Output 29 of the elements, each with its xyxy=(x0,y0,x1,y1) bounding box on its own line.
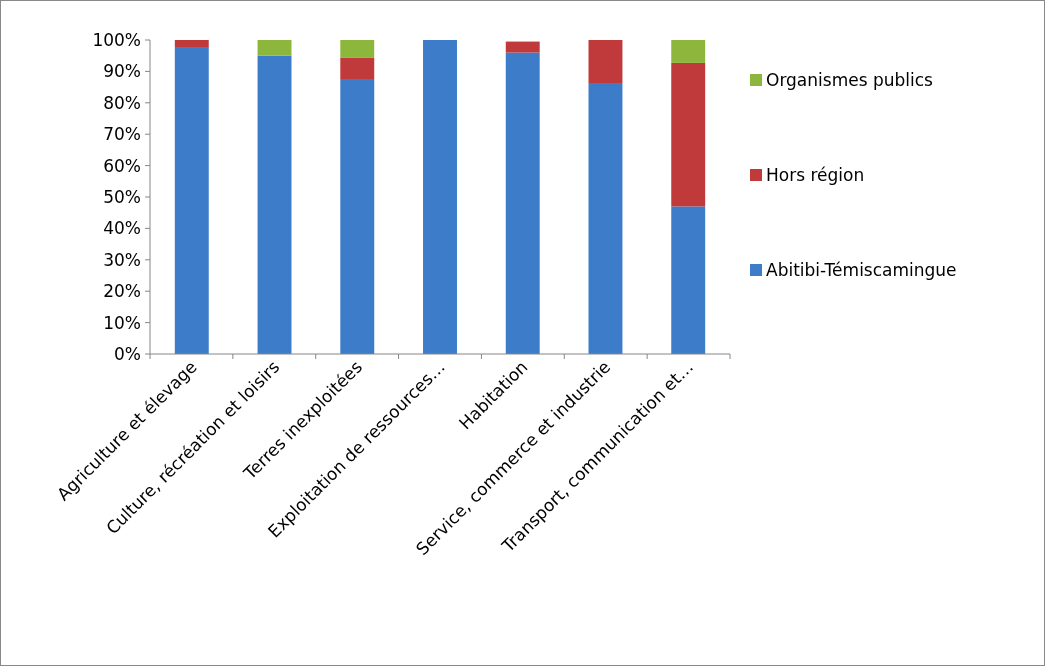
y-tick-label: 80% xyxy=(103,92,141,113)
y-tick-label: 100% xyxy=(92,29,141,50)
y-tick-label: 30% xyxy=(103,249,141,270)
bar xyxy=(174,47,209,354)
bar xyxy=(671,62,706,207)
legend-label: Hors région xyxy=(766,164,865,185)
bar xyxy=(174,40,209,48)
bar xyxy=(505,41,540,53)
bar xyxy=(340,40,375,58)
y-tick-label: 20% xyxy=(103,281,141,302)
bar xyxy=(671,40,706,63)
bar xyxy=(671,206,706,354)
legend-label: Organismes publics xyxy=(766,69,934,90)
bar xyxy=(588,83,623,354)
y-tick-label: 10% xyxy=(103,312,141,333)
bar xyxy=(505,52,540,354)
bar xyxy=(423,40,457,354)
bar xyxy=(257,55,292,354)
legend-label: Abitibi-Témiscamingue xyxy=(766,259,957,280)
bar xyxy=(340,57,375,80)
y-tick-label: 60% xyxy=(103,155,141,176)
y-tick-label: 40% xyxy=(103,218,141,239)
bar xyxy=(340,79,375,354)
bar xyxy=(588,40,623,84)
y-tick-label: 70% xyxy=(103,124,141,145)
y-tick-label: 0% xyxy=(114,343,141,364)
y-tick-label: 50% xyxy=(103,186,141,207)
bar xyxy=(257,40,292,56)
y-tick-label: 90% xyxy=(103,61,141,82)
